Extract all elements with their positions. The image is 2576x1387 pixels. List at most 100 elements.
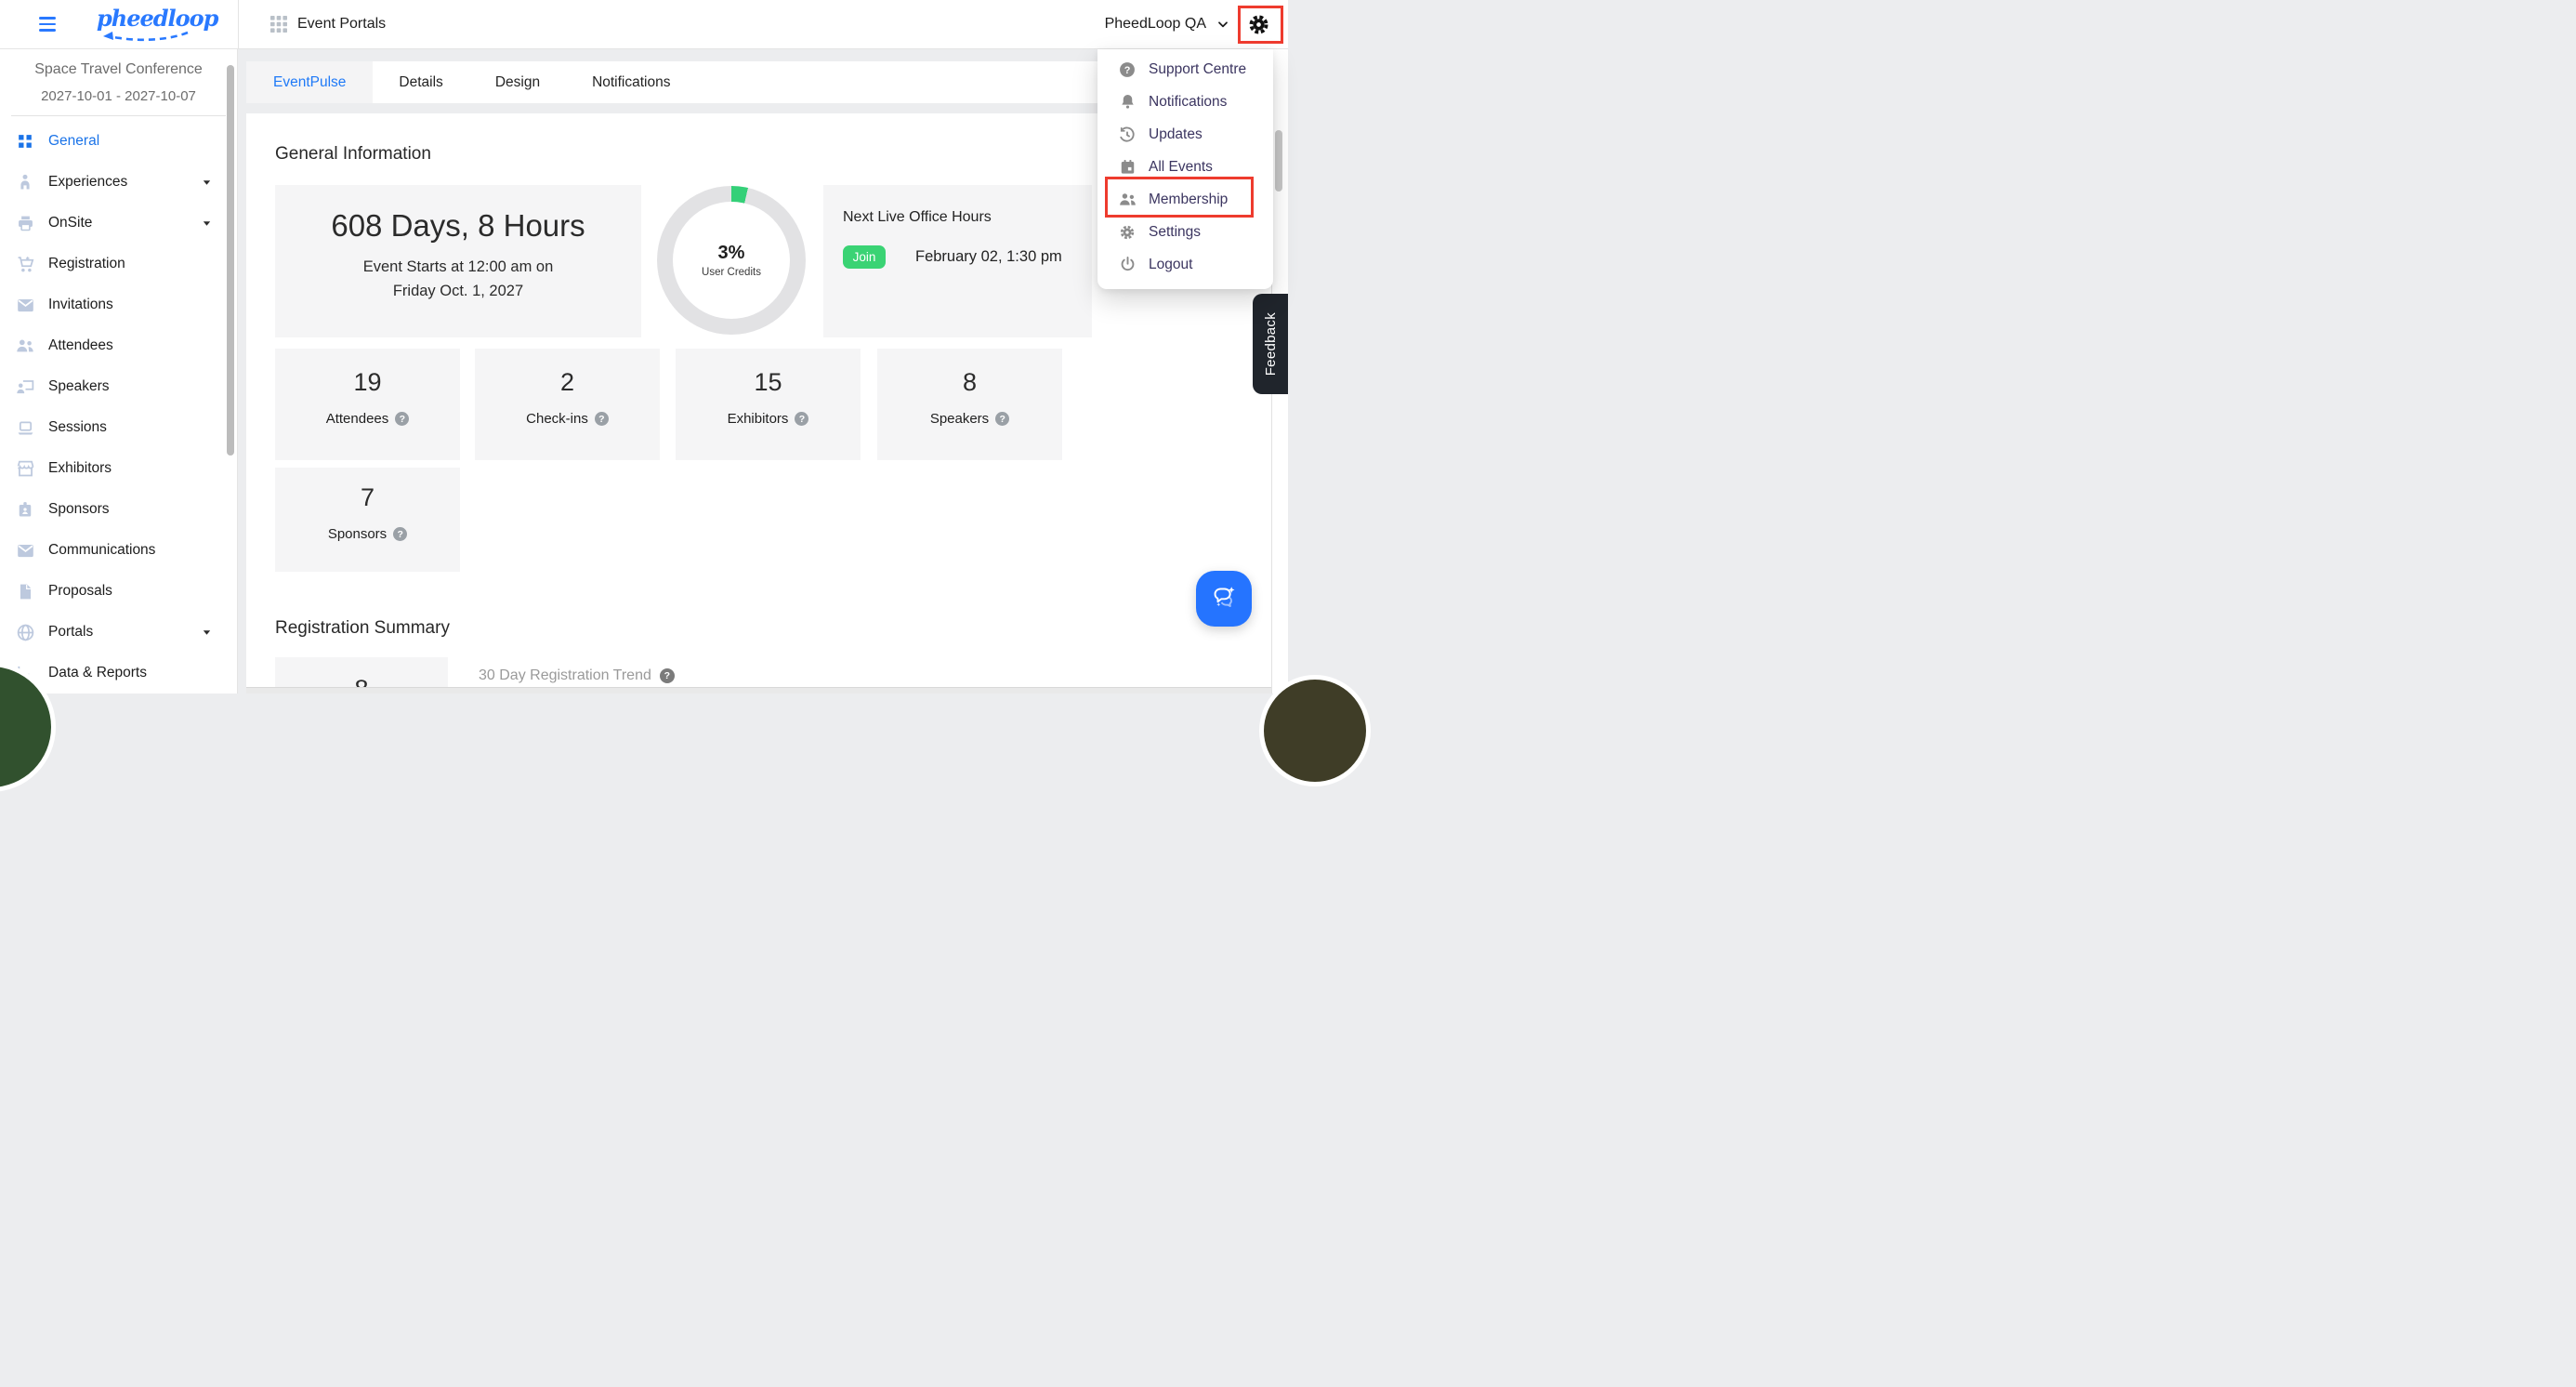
join-button[interactable]: Join (843, 245, 886, 269)
people-icon (1117, 190, 1137, 210)
tab-design[interactable]: Design (494, 73, 541, 90)
sidebar-item-label: Speakers (48, 378, 110, 394)
office-hours-title: Next Live Office Hours (843, 209, 992, 225)
menu-item-label: All Events (1149, 158, 1213, 175)
help-icon[interactable]: ? (594, 412, 609, 426)
question-circle-icon: ? (1117, 59, 1137, 80)
sidebar-item-label: Portals (48, 624, 94, 640)
document-icon (14, 580, 36, 602)
chevron-down-icon[interactable] (1216, 17, 1230, 32)
top-bar: pheedloop Event Portals PheedLoop QA (0, 0, 1288, 49)
donut-center-labels: 3% User Credits (657, 186, 806, 335)
sidebar-item-attendees[interactable]: Attendees (0, 325, 237, 366)
menu-item-all-events[interactable]: All Events (1097, 151, 1273, 183)
svg-text:?: ? (1124, 64, 1131, 75)
calendar-icon (1117, 157, 1137, 178)
pheedloop-logo[interactable]: pheedloop (97, 7, 218, 42)
chevron-down-icon (203, 180, 211, 185)
hamburger-menu-icon[interactable] (39, 17, 56, 32)
stat-label: Speakers (929, 411, 990, 427)
sidebar-item-proposals[interactable]: Proposals (0, 571, 237, 612)
office-hours-panel: Next Live Office Hours Join February 02,… (823, 185, 1092, 337)
account-dropdown-menu: ? Support Centre Notifications Updates A… (1097, 49, 1273, 289)
printer-icon (14, 212, 36, 234)
credits-percent: 3% (717, 243, 745, 263)
menu-item-label: Notifications (1149, 93, 1228, 110)
envelope-icon (14, 539, 36, 561)
sidebar-nav: General Experiences OnSite Registration (0, 121, 237, 694)
sidebar-item-label: Attendees (48, 337, 113, 353)
menu-item-label: Updates (1149, 125, 1203, 142)
menu-item-membership[interactable]: Membership (1097, 183, 1273, 216)
help-icon[interactable]: ? (995, 412, 1010, 426)
settings-gear-icon[interactable] (1246, 12, 1271, 37)
office-hours-datetime: February 02, 1:30 pm (915, 248, 1062, 265)
registration-summary-title: Registration Summary (275, 618, 450, 638)
vertical-scrollbar-thumb[interactable] (1275, 130, 1282, 192)
storefront-icon (14, 457, 36, 480)
general-information-title: General Information (275, 144, 431, 164)
help-icon[interactable]: ? (393, 527, 408, 541)
tab-notifications[interactable]: Notifications (592, 73, 671, 90)
menu-item-updates[interactable]: Updates (1097, 118, 1273, 151)
sidebar-item-label: Experiences (48, 174, 128, 190)
sidebar-item-label: Communications (48, 542, 156, 558)
account-name[interactable]: PheedLoop QA (1104, 16, 1206, 32)
sidebar-item-registration[interactable]: Registration (0, 244, 237, 284)
sidebar-item-portals[interactable]: Portals (0, 612, 237, 653)
sidebar-item-invitations[interactable]: Invitations (0, 284, 237, 325)
horizontal-scrollbar[interactable] (246, 687, 1271, 694)
envelope-icon (14, 294, 36, 316)
countdown-value: 608 Days, 8 Hours (331, 208, 585, 243)
eventpulse-content: General Information 608 Days, 8 Hours Ev… (246, 113, 1271, 688)
sidebar-item-label: OnSite (48, 215, 93, 231)
chat-bubble-icon (1214, 587, 1235, 607)
chat-launcher-button[interactable] (1196, 571, 1252, 627)
registration-stat-value: 8 (275, 675, 448, 688)
trend-label: 30 Day Registration Trend (479, 667, 651, 683)
sidebar-divider (11, 115, 226, 116)
stat-value: 8 (962, 368, 978, 396)
people-icon (14, 335, 36, 357)
sidebar-item-speakers[interactable]: Speakers (0, 366, 237, 407)
sidebar-item-label: Proposals (48, 583, 112, 599)
person-icon (14, 171, 36, 193)
menu-item-label: Logout (1149, 256, 1193, 272)
menu-item-settings[interactable]: Settings (1097, 216, 1273, 248)
sidebar-item-sponsors[interactable]: Sponsors (0, 489, 237, 530)
stat-label: Attendees (325, 411, 389, 427)
feedback-tab[interactable]: Feedback (1253, 294, 1288, 394)
help-icon[interactable]: ? (795, 412, 809, 426)
sidebar-item-exhibitors[interactable]: Exhibitors (0, 448, 237, 489)
sidebar-item-experiences[interactable]: Experiences (0, 162, 237, 203)
sidebar-item-label: Invitations (48, 297, 113, 312)
laptop-icon (14, 416, 36, 439)
tab-eventpulse[interactable]: EventPulse (246, 61, 374, 103)
menu-item-logout[interactable]: Logout (1097, 248, 1273, 281)
sidebar-item-communications[interactable]: Communications (0, 530, 237, 571)
user-credits-donut-chart: 3% User Credits (657, 186, 806, 335)
sidebar-item-general[interactable]: General (0, 121, 237, 162)
stat-label: Sponsors (327, 526, 388, 542)
sidebar-scrollbar[interactable] (227, 65, 234, 456)
tab-details[interactable]: Details (399, 73, 443, 90)
stat-value: 7 (360, 483, 375, 511)
event-dates: 2027-10-01 - 2027-10-07 (41, 88, 196, 104)
presenter-icon (14, 376, 36, 398)
help-icon[interactable]: ? (395, 412, 410, 426)
sidebar: Space Travel Conference 2027-10-01 - 202… (0, 49, 238, 694)
registration-stat-card-partial: 8 (275, 657, 448, 688)
sidebar-item-onsite[interactable]: OnSite (0, 203, 237, 244)
credits-label: User Credits (702, 267, 761, 278)
feedback-label: Feedback (1262, 311, 1279, 376)
countdown-detail: Event Starts at 12:00 am on Friday Oct. … (362, 258, 554, 299)
corner-widget-right (1264, 680, 1366, 782)
event-portals-nav[interactable]: Event Portals (270, 0, 386, 48)
menu-item-notifications[interactable]: Notifications (1097, 86, 1273, 118)
menu-item-support-centre[interactable]: ? Support Centre (1097, 53, 1273, 86)
help-icon[interactable]: ? (659, 668, 675, 683)
sidebar-item-label: Exhibitors (48, 460, 112, 476)
account-area: PheedLoop QA (1105, 0, 1271, 48)
sidebar-item-label: Sponsors (48, 501, 110, 517)
sidebar-item-sessions[interactable]: Sessions (0, 407, 237, 448)
